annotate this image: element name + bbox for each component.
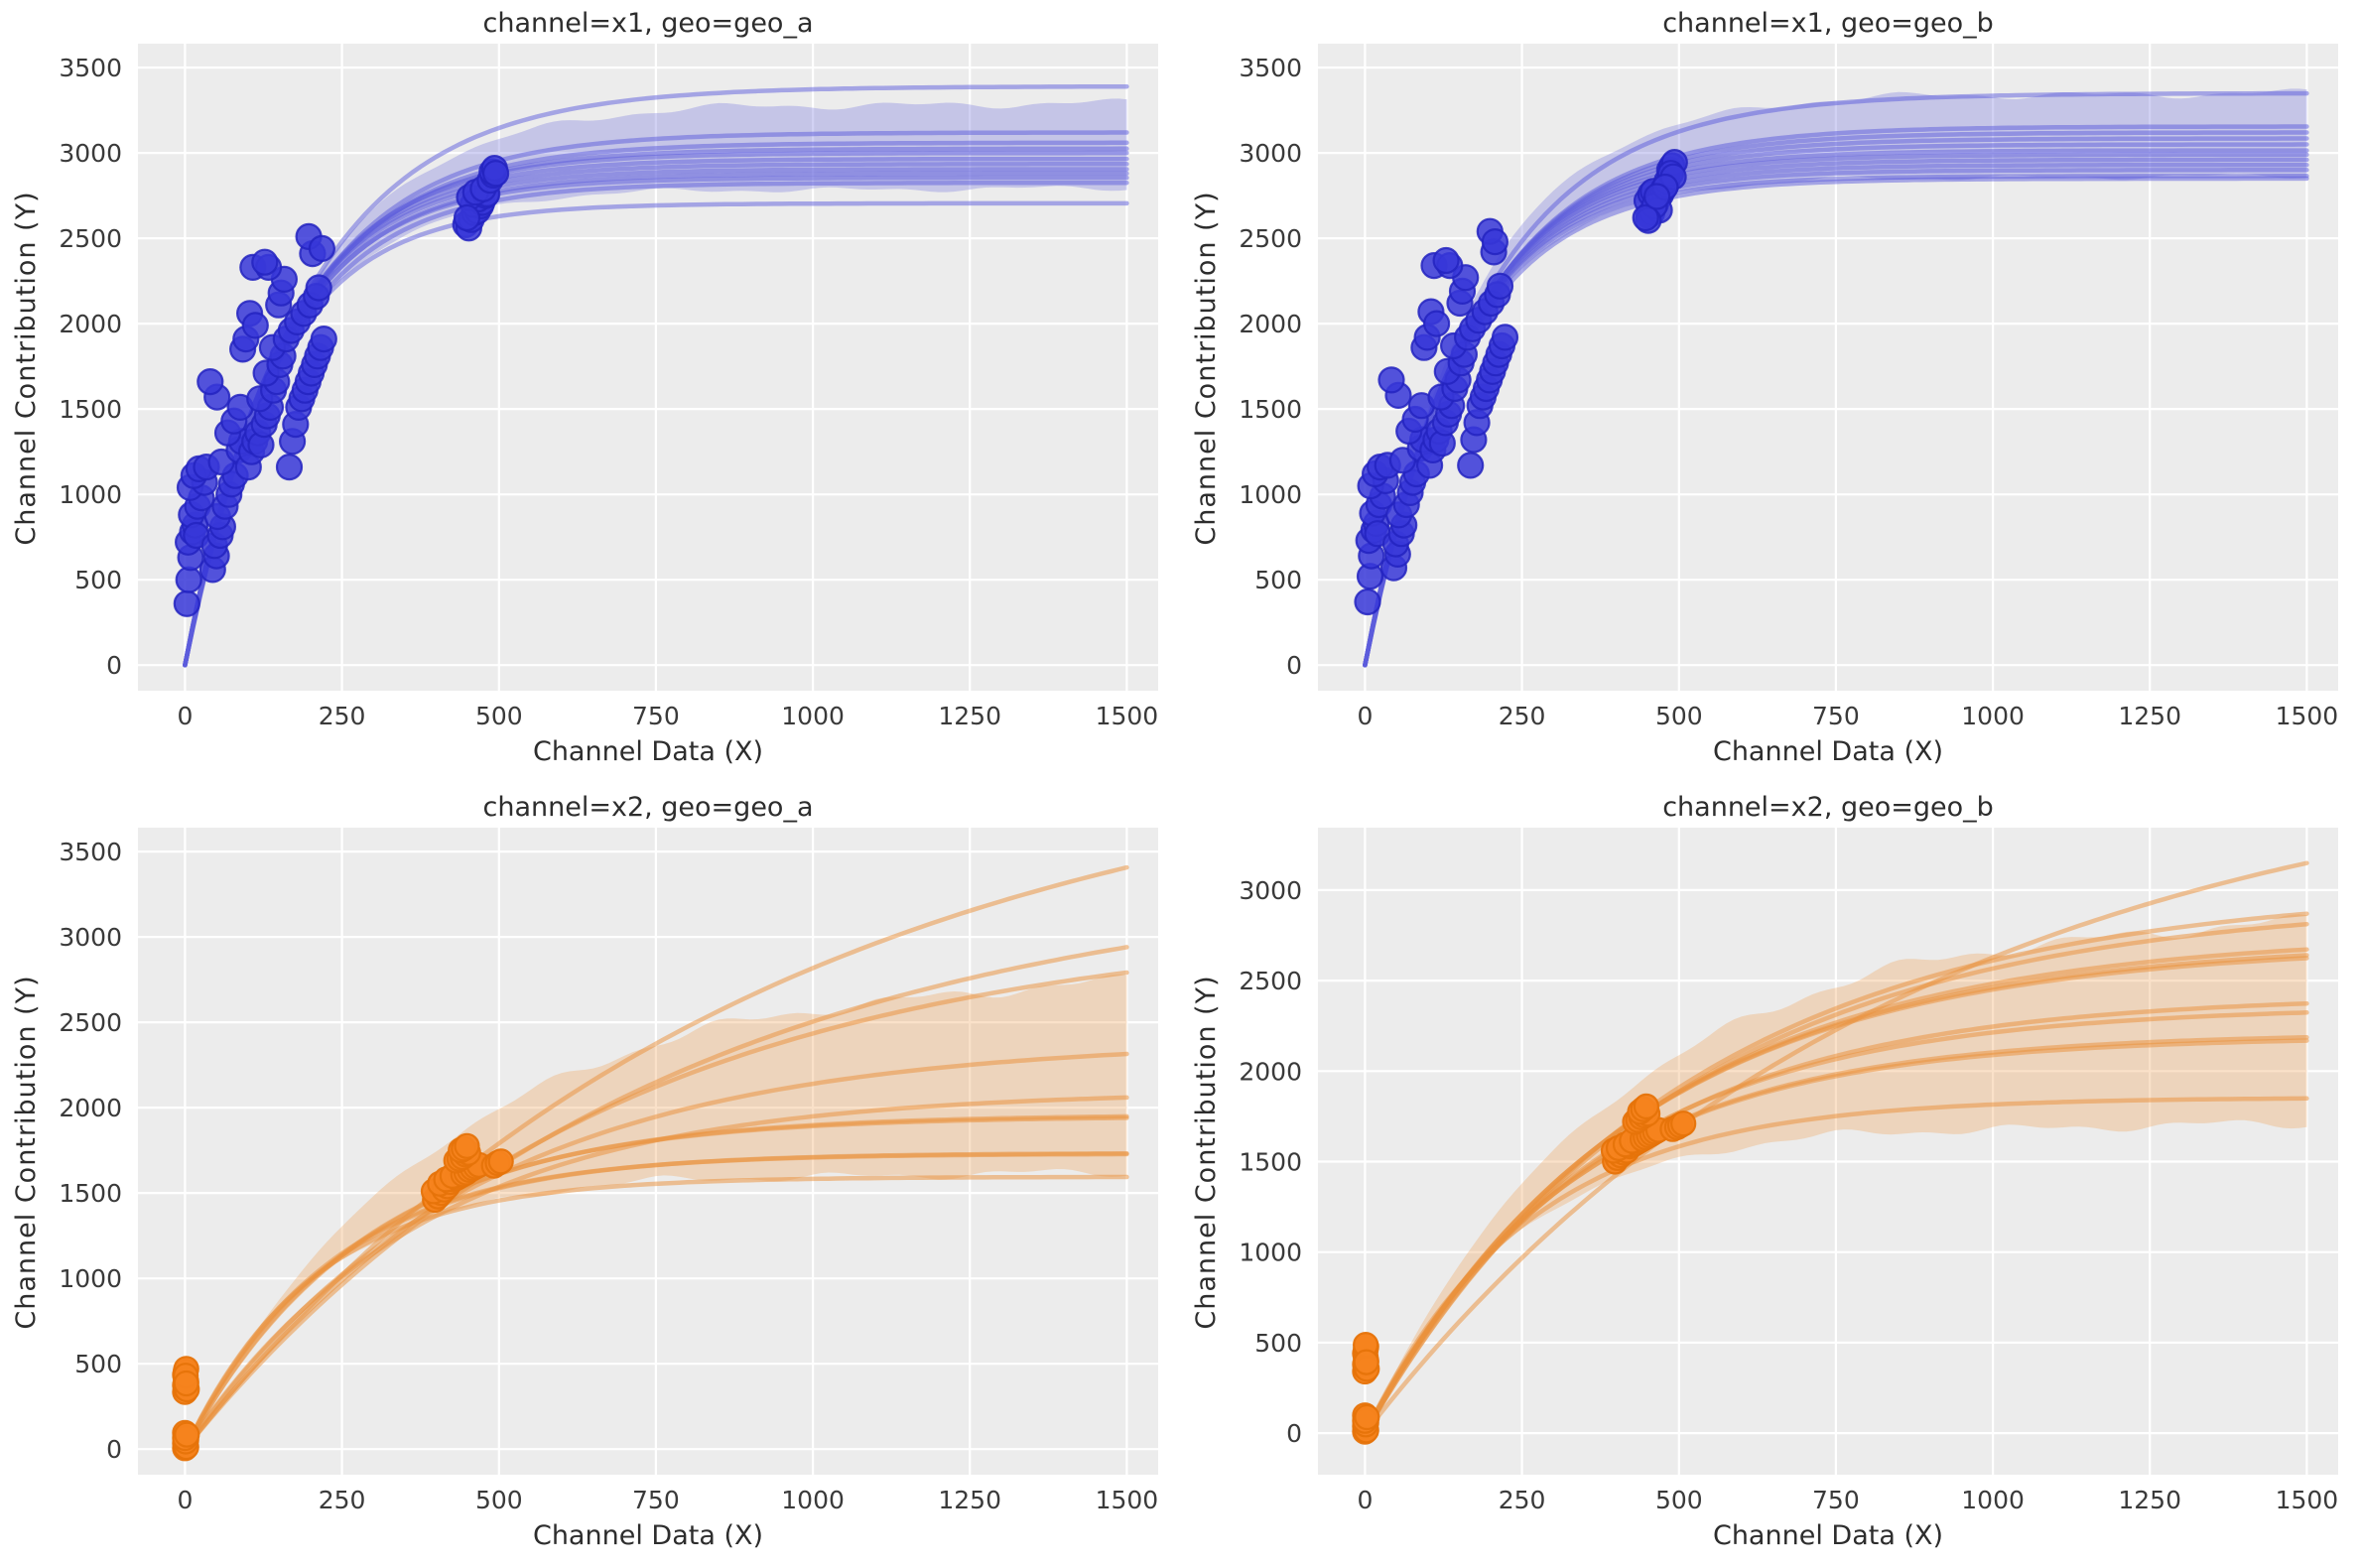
svg-text:750: 750 bbox=[1812, 702, 1860, 730]
plot-canvas-x1-geo-a: 0 250 500 750 1000 1250 1500 0 500 1000 1500 2000 25… bbox=[59, 44, 1159, 730]
svg-text:0: 0 bbox=[1357, 702, 1373, 730]
svg-text:1500: 1500 bbox=[1239, 1148, 1302, 1177]
svg-text:3500: 3500 bbox=[1239, 54, 1302, 82]
svg-text:1000: 1000 bbox=[781, 1486, 845, 1514]
x-axis-label: Channel Data (X) bbox=[532, 736, 764, 767]
x-axis-label: Channel Data (X) bbox=[1712, 736, 1944, 767]
svg-text:750: 750 bbox=[1812, 1486, 1860, 1514]
svg-text:500: 500 bbox=[1655, 1486, 1703, 1514]
subplot-x1-geo-a: channel=x1, geo=geo_a 0 250 500 750 1000 1250… bbox=[0, 0, 1180, 784]
y-axis-label: Channel Contribution (Y) bbox=[1191, 191, 1222, 546]
svg-text:1250: 1250 bbox=[2118, 702, 2181, 730]
svg-text:0: 0 bbox=[1286, 1419, 1302, 1448]
chart-title: channel=x1, geo=geo_a bbox=[482, 8, 814, 39]
svg-text:1500: 1500 bbox=[1096, 702, 1159, 730]
svg-text:1500: 1500 bbox=[2276, 1486, 2339, 1514]
svg-text:0: 0 bbox=[106, 651, 122, 680]
svg-text:250: 250 bbox=[319, 1486, 366, 1514]
svg-text:1000: 1000 bbox=[1961, 1486, 2025, 1514]
svg-text:2000: 2000 bbox=[59, 1094, 122, 1122]
svg-text:250: 250 bbox=[1499, 1486, 1546, 1514]
svg-text:0: 0 bbox=[1357, 1486, 1373, 1514]
svg-text:0: 0 bbox=[177, 702, 193, 730]
y-axis-label: Channel Contribution (Y) bbox=[1191, 975, 1222, 1330]
plot-canvas-x2-geo-b: 0 250 500 750 1000 1250 1500 0 500 1000 1500 2000 25… bbox=[1239, 828, 2339, 1514]
svg-text:2500: 2500 bbox=[59, 224, 122, 253]
svg-text:2500: 2500 bbox=[59, 1008, 122, 1037]
svg-text:1000: 1000 bbox=[1239, 1239, 1302, 1267]
svg-text:1500: 1500 bbox=[2276, 702, 2339, 730]
svg-text:500: 500 bbox=[1254, 1329, 1302, 1358]
svg-text:1250: 1250 bbox=[938, 702, 1001, 730]
svg-text:1250: 1250 bbox=[2118, 1486, 2181, 1514]
svg-text:1250: 1250 bbox=[938, 1486, 1001, 1514]
svg-text:1000: 1000 bbox=[59, 480, 122, 509]
svg-text:1500: 1500 bbox=[1096, 1486, 1159, 1514]
svg-text:500: 500 bbox=[74, 1350, 122, 1378]
x-axis-label: Channel Data (X) bbox=[1712, 1520, 1944, 1551]
svg-text:1000: 1000 bbox=[1961, 702, 2025, 730]
y-axis-label: Channel Contribution (Y) bbox=[11, 975, 42, 1330]
subplot-x1-geo-b: channel=x1, geo=geo_b 0 250 500 750 1000 1250… bbox=[1180, 0, 2360, 784]
svg-text:2000: 2000 bbox=[1239, 310, 1302, 338]
subplot-x2-geo-a: channel=x2, geo=geo_a 0 250 500 750 1000 1250… bbox=[0, 784, 1180, 1568]
y-axis-label: Channel Contribution (Y) bbox=[11, 191, 42, 546]
svg-text:750: 750 bbox=[632, 1486, 680, 1514]
svg-text:3000: 3000 bbox=[59, 923, 122, 952]
svg-text:250: 250 bbox=[1499, 702, 1546, 730]
chart-title: channel=x2, geo=geo_b bbox=[1662, 792, 1994, 823]
svg-text:3500: 3500 bbox=[59, 838, 122, 866]
svg-text:750: 750 bbox=[632, 702, 680, 730]
svg-text:500: 500 bbox=[475, 702, 523, 730]
svg-text:500: 500 bbox=[1655, 702, 1703, 730]
svg-text:3000: 3000 bbox=[59, 139, 122, 168]
svg-text:3000: 3000 bbox=[1239, 876, 1302, 905]
svg-text:1500: 1500 bbox=[1239, 395, 1302, 424]
svg-text:1000: 1000 bbox=[1239, 480, 1302, 509]
svg-text:3500: 3500 bbox=[59, 54, 122, 82]
plot-canvas-x1-geo-b: 0 250 500 750 1000 1250 1500 0 500 1000 1500 2000 25… bbox=[1239, 44, 2339, 730]
svg-text:500: 500 bbox=[74, 566, 122, 594]
svg-text:2000: 2000 bbox=[1239, 1057, 1302, 1086]
svg-text:0: 0 bbox=[177, 1486, 193, 1514]
subplot-x2-geo-b: channel=x2, geo=geo_b 0 250 500 750 1000 1250… bbox=[1180, 784, 2360, 1568]
svg-text:2500: 2500 bbox=[1239, 967, 1302, 995]
chart-title: channel=x2, geo=geo_a bbox=[482, 792, 814, 823]
plot-canvas-x2-geo-a: 0 250 500 750 1000 1250 1500 0 500 1000 1500 2000 25… bbox=[59, 828, 1159, 1514]
svg-text:1000: 1000 bbox=[59, 1264, 122, 1293]
svg-text:2000: 2000 bbox=[59, 310, 122, 338]
svg-text:1500: 1500 bbox=[59, 1179, 122, 1208]
svg-text:1500: 1500 bbox=[59, 395, 122, 424]
svg-text:1000: 1000 bbox=[781, 702, 845, 730]
svg-text:0: 0 bbox=[106, 1435, 122, 1464]
svg-text:500: 500 bbox=[475, 1486, 523, 1514]
svg-text:3000: 3000 bbox=[1239, 139, 1302, 168]
svg-text:250: 250 bbox=[319, 702, 366, 730]
svg-text:500: 500 bbox=[1254, 566, 1302, 594]
x-axis-label: Channel Data (X) bbox=[532, 1520, 764, 1551]
svg-text:2500: 2500 bbox=[1239, 224, 1302, 253]
svg-text:0: 0 bbox=[1286, 651, 1302, 680]
chart-title: channel=x1, geo=geo_b bbox=[1662, 8, 1994, 39]
